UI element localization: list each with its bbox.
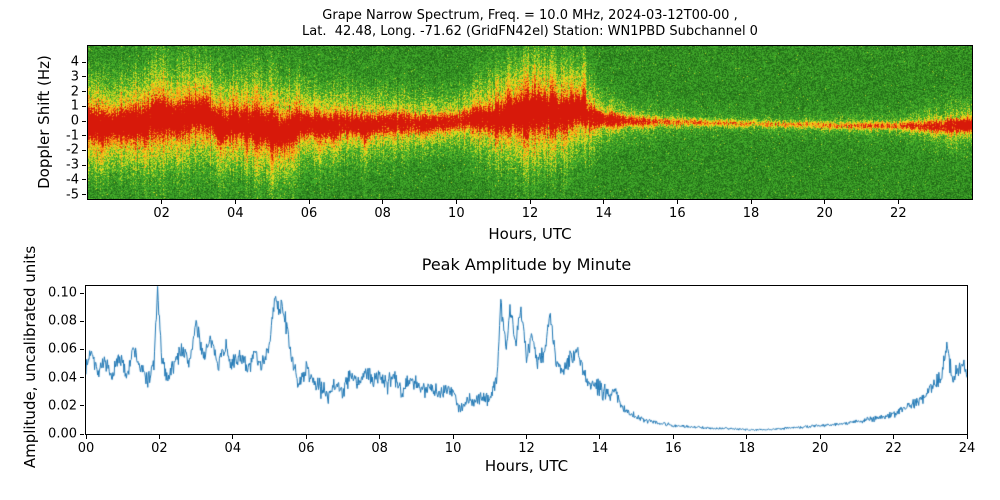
amplitude-y-tick-mark xyxy=(80,348,84,350)
amplitude-y-axis-label: Amplitude, uncalibrated units xyxy=(21,245,39,469)
spectrogram-y-tick-mark xyxy=(82,179,86,181)
spectrogram-y-tick-label: 0 xyxy=(70,113,79,129)
spectrogram-y-tick-mark xyxy=(82,135,86,137)
amplitude-x-tick-label: 24 xyxy=(958,441,976,456)
amplitude-x-tick-label: 14 xyxy=(591,441,609,456)
amplitude-y-tick-mark xyxy=(80,320,84,322)
spectrogram-x-tick-label: 10 xyxy=(448,206,465,221)
spectrogram-x-tick-label: 18 xyxy=(742,206,760,221)
amplitude-x-tick-label: 00 xyxy=(77,441,95,456)
spectrogram-x-axis-label: Hours, UTC xyxy=(488,225,572,243)
amplitude-x-tick-mark xyxy=(452,435,454,439)
spectrogram-y-tick-mark xyxy=(82,164,86,166)
amplitude-x-tick-label: 10 xyxy=(444,441,462,456)
amplitude-y-tick-label: 0.08 xyxy=(48,313,77,329)
spectrogram-y-tick-label: -4 xyxy=(66,172,79,188)
spectrogram-y-tick-label: 1 xyxy=(70,98,79,114)
spectrogram-y-tick-mark xyxy=(82,105,86,107)
spectrogram-x-tick-label: 12 xyxy=(521,206,539,221)
amplitude-x-tick-label: 06 xyxy=(297,441,315,456)
amplitude-x-tick-mark xyxy=(819,435,821,439)
spectrogram-x-tick-mark xyxy=(676,200,678,204)
amplitude-plot-title: Peak Amplitude by Minute xyxy=(421,255,632,274)
spectrogram-x-tick-label: 02 xyxy=(153,206,170,221)
amplitude-axes xyxy=(85,285,968,435)
spectrogram-y-tick-mark xyxy=(82,91,86,93)
amplitude-y-tick-label: 0.06 xyxy=(48,341,77,357)
amplitude-x-tick-label: 22 xyxy=(885,441,902,456)
spectrogram-y-tick-mark xyxy=(82,149,86,151)
amplitude-x-tick-mark xyxy=(746,435,748,439)
amplitude-x-tick-label: 02 xyxy=(151,441,168,456)
amplitude-x-tick-label: 16 xyxy=(665,441,682,456)
amplitude-y-tick-mark xyxy=(80,292,84,294)
spectrogram-x-tick-mark xyxy=(308,200,310,204)
spectrogram-x-tick-mark xyxy=(824,200,826,204)
spectrogram-x-tick-mark xyxy=(529,200,531,204)
amplitude-x-tick-mark xyxy=(599,435,601,439)
spectrogram-x-tick-mark xyxy=(897,200,899,204)
amplitude-x-tick-mark xyxy=(379,435,381,439)
spectrogram-x-tick-mark xyxy=(161,200,163,204)
spectrogram-y-tick-label: -2 xyxy=(66,142,79,158)
spectrogram-y-axis-label: Doppler Shift (Hz) xyxy=(35,55,53,189)
spectrogram-x-tick-label: 22 xyxy=(890,206,907,221)
spectrogram-x-tick-mark xyxy=(603,200,605,204)
spectrogram-x-tick-label: 14 xyxy=(595,206,612,221)
spectrogram-x-tick-mark xyxy=(455,200,457,204)
spectrogram-y-tick-label: -3 xyxy=(66,157,79,173)
spectrogram-y-tick-mark xyxy=(82,194,86,196)
spectrogram-x-tick-label: 16 xyxy=(669,206,686,221)
amplitude-x-tick-mark xyxy=(158,435,160,439)
amplitude-y-tick-label: 0.00 xyxy=(48,426,77,442)
amplitude-x-tick-label: 04 xyxy=(224,441,242,456)
spectrogram-x-tick-mark xyxy=(750,200,752,204)
spectrogram-x-tick-mark xyxy=(234,200,236,204)
amplitude-canvas xyxy=(86,286,967,434)
spectrogram-x-tick-mark xyxy=(382,200,384,204)
amplitude-x-tick-mark xyxy=(893,435,895,439)
amplitude-x-tick-mark xyxy=(85,435,87,439)
amplitude-x-tick-mark xyxy=(526,435,527,439)
spectrogram-y-tick-label: -5 xyxy=(66,187,79,203)
spectrogram-y-tick-label: 2 xyxy=(70,84,79,100)
amplitude-y-tick-mark xyxy=(80,377,84,379)
spectrogram-y-tick-mark xyxy=(82,61,86,63)
amplitude-y-tick-mark xyxy=(80,405,84,407)
spectrogram-x-tick-label: 06 xyxy=(300,206,318,221)
amplitude-x-tick-label: 08 xyxy=(371,441,388,456)
spectrogram-y-tick-mark xyxy=(82,76,86,78)
amplitude-y-tick-label: 0.04 xyxy=(48,370,77,386)
amplitude-x-tick-label: 18 xyxy=(738,441,756,456)
spectrogram-x-tick-label: 04 xyxy=(227,206,244,221)
amplitude-y-tick-label: 0.02 xyxy=(48,398,77,414)
spectrogram-x-tick-label: 20 xyxy=(816,206,833,221)
amplitude-y-tick-label: 0.10 xyxy=(48,285,77,301)
amplitude-x-tick-mark xyxy=(305,435,307,439)
amplitude-x-axis-label: Hours, UTC xyxy=(484,457,569,475)
spectrogram-x-tick-label: 08 xyxy=(374,206,391,221)
spectrogram-y-tick-label: 3 xyxy=(70,69,79,85)
amplitude-x-tick-mark xyxy=(232,435,234,439)
spectrogram-title-line2: Lat. 42.48, Long. -71.62 (GridFN42el) St… xyxy=(302,24,758,39)
spectrogram-y-tick-label: 4 xyxy=(70,54,79,70)
amplitude-x-tick-mark xyxy=(672,435,674,439)
amplitude-x-tick-label: 20 xyxy=(811,441,829,456)
spectrogram-y-tick-label: -1 xyxy=(66,128,79,144)
spectrogram-axes xyxy=(87,45,973,200)
amplitude-y-tick-mark xyxy=(80,433,84,435)
amplitude-x-tick-label: 12 xyxy=(518,441,535,456)
amplitude-x-tick-mark xyxy=(966,435,968,439)
spectrogram-y-tick-mark xyxy=(82,120,86,122)
spectrogram-canvas xyxy=(88,46,972,199)
spectrogram-title-line1: Grape Narrow Spectrum, Freq. = 10.0 MHz,… xyxy=(322,8,738,23)
